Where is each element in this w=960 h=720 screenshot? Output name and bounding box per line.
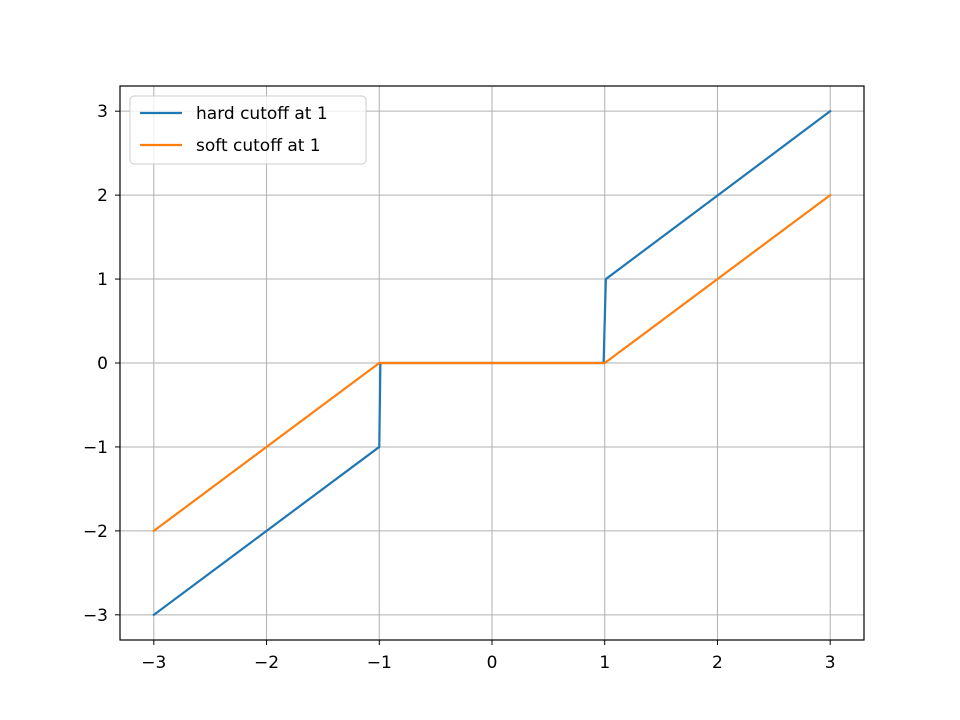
- x-tick-label: −3: [141, 653, 166, 673]
- legend: hard cutoff at 1 soft cutoff at 1: [129, 95, 367, 165]
- x-tick-label: 0: [487, 653, 498, 673]
- legend-label-soft-cutoff: soft cutoff at 1: [196, 136, 321, 156]
- x-tick-label: −1: [367, 653, 392, 673]
- x-tick-label: 2: [712, 653, 723, 673]
- legend-box: [129, 95, 367, 165]
- y-tick-label: 1: [97, 270, 108, 290]
- x-tick-label: 3: [825, 653, 836, 673]
- series-line-soft-cutoff: [152, 193, 832, 533]
- x-tick-label: −2: [254, 653, 279, 673]
- legend-label-hard-cutoff: hard cutoff at 1: [196, 104, 328, 124]
- series-layer: [152, 109, 832, 617]
- y-tick-label: 3: [97, 102, 108, 122]
- ticks: −3 −2 −1 0 1 2 3 −3 −2 −1 0 1 2 3: [83, 102, 836, 673]
- y-tick-label: −1: [83, 438, 108, 458]
- y-tick-label: −3: [83, 606, 108, 626]
- x-tick-label: 1: [599, 653, 610, 673]
- y-tick-label: −2: [83, 522, 108, 542]
- y-tick-label: 0: [97, 354, 108, 374]
- y-tick-label: 2: [97, 186, 108, 206]
